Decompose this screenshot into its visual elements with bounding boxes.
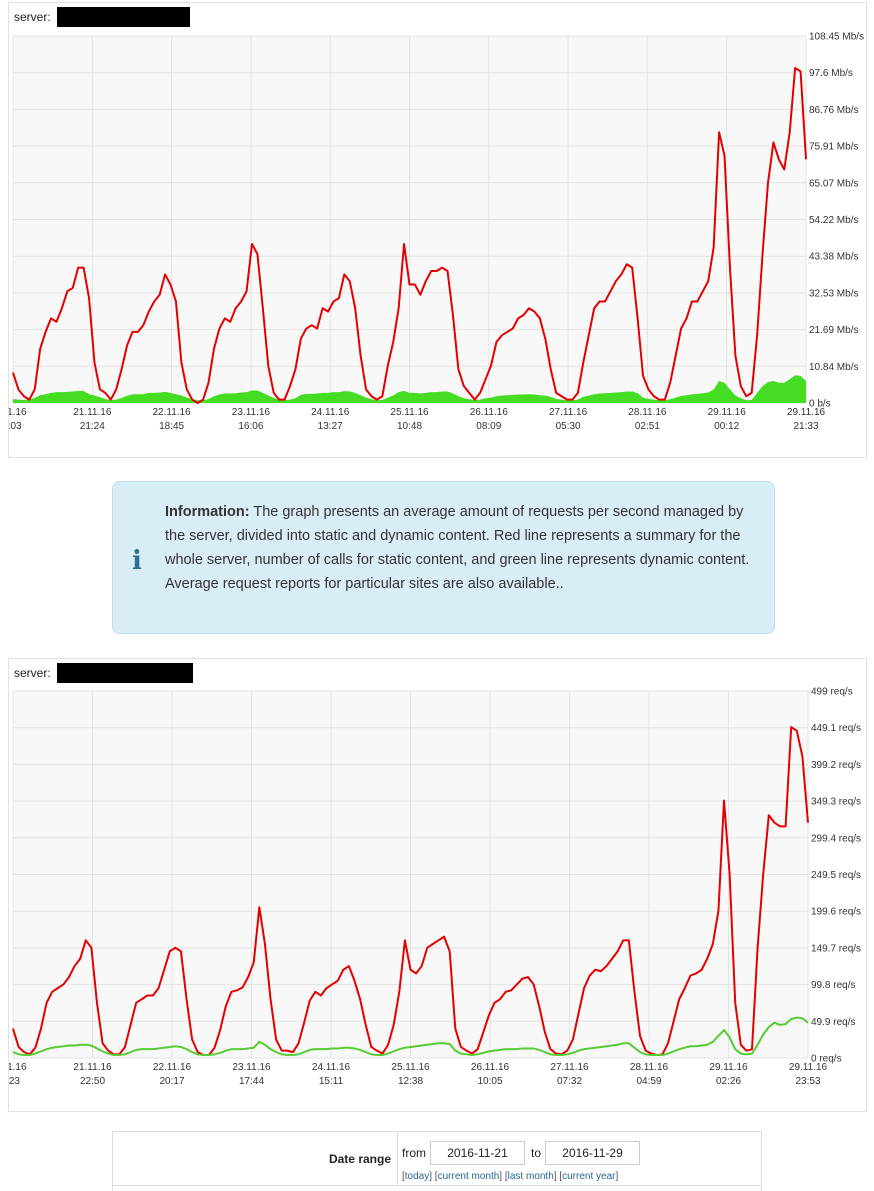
y-tick-label: 0 b/s bbox=[809, 399, 831, 410]
x-tick-date: 23.11.16 bbox=[232, 1062, 271, 1073]
x-tick-date: 29.11.16 bbox=[789, 1062, 828, 1073]
x-tick-time: 05:30 bbox=[556, 421, 581, 432]
server-name-redacted bbox=[56, 663, 193, 683]
series-area bbox=[13, 375, 806, 403]
x-tick-time: 02:51 bbox=[635, 421, 660, 432]
y-tick-label: 108.45 Mb/s bbox=[809, 32, 864, 43]
y-tick-label: 21.69 Mb/s bbox=[809, 325, 858, 336]
x-tick-date: 27.11.16 bbox=[550, 1062, 589, 1073]
y-tick-label: 49.9 req/s bbox=[811, 1017, 855, 1028]
x-tick-date: 29.11.16 bbox=[787, 407, 826, 418]
x-tick-date: 26.11.16 bbox=[471, 1062, 510, 1073]
y-tick-label: 449.1 req/s bbox=[811, 723, 861, 734]
y-tick-label: 249.5 req/s bbox=[811, 870, 861, 881]
x-tick-date: 21.11.16 bbox=[73, 407, 112, 418]
date-table-bottom-border bbox=[112, 1185, 762, 1186]
server-name-redacted bbox=[56, 7, 190, 27]
requests-chart-panel: server: 499 req/s 449.1 req/s 399.2 req/s 3… bbox=[8, 658, 867, 1112]
x-tick-time: 23:53 bbox=[795, 1076, 820, 1087]
x-tick-time: 10:48 bbox=[397, 421, 422, 432]
y-tick-label: 149.7 req/s bbox=[811, 943, 861, 954]
shortcut-current-year-link[interactable]: current year bbox=[562, 1171, 616, 1182]
x-tick-time: 10:05 bbox=[477, 1076, 502, 1087]
y-tick-label: 97.6 Mb/s bbox=[809, 68, 853, 79]
x-tick-time: 22:50 bbox=[80, 1076, 105, 1087]
x-tick-date: 24.11.16 bbox=[312, 1062, 351, 1073]
x-tick-time: 07:32 bbox=[557, 1076, 582, 1087]
info-icon: i bbox=[132, 546, 142, 576]
y-tick-label: 65.07 Mb/s bbox=[809, 178, 858, 189]
x-tick-date: 24.11.16 bbox=[311, 407, 350, 418]
y-tick-label: 299.4 req/s bbox=[811, 833, 861, 844]
y-tick-label: 199.6 req/s bbox=[811, 907, 861, 918]
x-tick-time: 08:09 bbox=[476, 421, 501, 432]
y-tick-label: 10.84 Mb/s bbox=[809, 362, 858, 373]
date-shortcuts: [today] [current month] [last month] [cu… bbox=[402, 1171, 619, 1182]
x-tick-time: 17:44 bbox=[239, 1076, 264, 1087]
series-line bbox=[12, 726, 809, 1057]
date-range-inputs: from to [today] [current month] [last mo… bbox=[402, 1140, 646, 1182]
x-tick-date: 21.11.16 bbox=[73, 1062, 112, 1073]
y-tick-label: 0 req/s bbox=[811, 1054, 842, 1065]
x-tick-time: :23 bbox=[9, 1076, 20, 1087]
shortcut-today-link[interactable]: today bbox=[404, 1171, 430, 1182]
x-tick-time: 21:33 bbox=[793, 421, 818, 432]
traffic-chart: 108.45 Mb/s 97.6 Mb/s 86.76 Mb/s 75.91 Mb/s… bbox=[9, 32, 864, 433]
x-tick-time: 20:17 bbox=[159, 1076, 184, 1087]
y-tick-label: 43.38 Mb/s bbox=[809, 252, 858, 263]
x-tick-time: 02:26 bbox=[716, 1076, 741, 1087]
x-tick-time: 00:12 bbox=[714, 421, 739, 432]
x-tick-date: 26.11.16 bbox=[470, 407, 509, 418]
series-line bbox=[12, 66, 807, 404]
requests-chart: 499 req/s 449.1 req/s 399.2 req/s 349.3 req… bbox=[9, 687, 861, 1088]
y-tick-label: 99.8 req/s bbox=[811, 980, 855, 991]
x-tick-date: 29.11.16 bbox=[709, 1062, 748, 1073]
x-tick-date: 25.11.16 bbox=[391, 1062, 430, 1073]
x-tick-time: 04:59 bbox=[636, 1076, 661, 1087]
date-range-form: Date range from to [today] [current mont… bbox=[112, 1131, 762, 1191]
information-box: i Information: The graph presents an ave… bbox=[112, 481, 775, 634]
date-range-label-cell: Date range bbox=[113, 1132, 398, 1186]
date-range-label: Date range bbox=[328, 1152, 391, 1166]
x-tick-date: 28.11.16 bbox=[628, 407, 667, 418]
x-tick-time: 18:45 bbox=[159, 421, 184, 432]
information-body: The graph presents an average amount of … bbox=[165, 504, 750, 592]
x-tick-date: 27.11.16 bbox=[549, 407, 588, 418]
y-tick-label: 54.22 Mb/s bbox=[809, 215, 858, 226]
x-tick-time: 16:06 bbox=[238, 421, 263, 432]
y-tick-label: 32.53 Mb/s bbox=[809, 288, 858, 299]
y-tick-label: 399.2 req/s bbox=[811, 760, 861, 771]
x-tick-date: 22.11.16 bbox=[153, 407, 192, 418]
x-tick-date: .11.16 bbox=[9, 1062, 27, 1073]
y-tick-label: 499 req/s bbox=[811, 687, 853, 698]
from-date-input[interactable] bbox=[430, 1141, 525, 1165]
information-label: Information: bbox=[165, 504, 250, 520]
x-tick-date: .11.16 bbox=[9, 407, 27, 418]
x-tick-time: 12:38 bbox=[398, 1076, 423, 1087]
x-tick-time: 15:11 bbox=[319, 1076, 344, 1087]
to-label: to bbox=[531, 1146, 542, 1160]
x-tick-date: 23.11.16 bbox=[232, 407, 271, 418]
information-text: Information: The graph presents an avera… bbox=[165, 500, 755, 596]
y-tick-label: 349.3 req/s bbox=[811, 797, 861, 808]
series-line bbox=[12, 1016, 809, 1057]
server-row: server: bbox=[14, 7, 190, 27]
x-tick-time: 13:27 bbox=[318, 421, 343, 432]
x-tick-time: 21:24 bbox=[80, 421, 105, 432]
x-tick-date: 28.11.16 bbox=[630, 1062, 669, 1073]
server-row: server: bbox=[14, 663, 193, 683]
shortcut-current-month-link[interactable]: current month bbox=[437, 1171, 500, 1182]
traffic-chart-panel: server: 108.45 Mb/s 97.6 Mb/s 86.76 Mb/s 75… bbox=[8, 2, 867, 458]
shortcut-last-month-link[interactable]: last month bbox=[507, 1171, 554, 1182]
x-tick-date: 22.11.16 bbox=[153, 1062, 192, 1073]
server-label: server: bbox=[14, 10, 51, 24]
server-label: server: bbox=[14, 666, 51, 680]
y-tick-label: 75.91 Mb/s bbox=[809, 142, 858, 153]
from-label: from bbox=[402, 1146, 426, 1160]
x-tick-time: ):03 bbox=[9, 421, 22, 432]
x-tick-date: 25.11.16 bbox=[390, 407, 429, 418]
to-date-input[interactable] bbox=[545, 1141, 641, 1165]
y-tick-label: 86.76 Mb/s bbox=[809, 105, 858, 116]
x-tick-date: 29.11.16 bbox=[708, 407, 747, 418]
